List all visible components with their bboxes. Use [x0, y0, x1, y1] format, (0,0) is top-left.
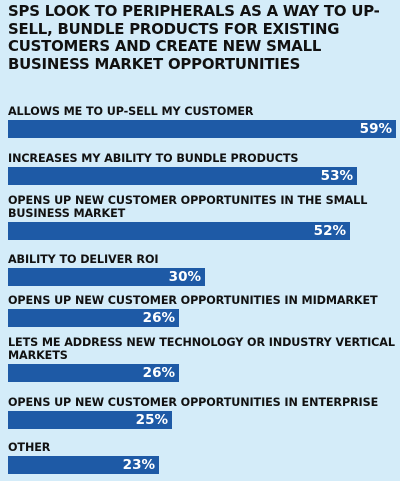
bar-value-label: 23% — [122, 457, 155, 473]
category-label: ABILITY TO DELIVER ROI — [8, 253, 159, 266]
bar: 26% — [8, 309, 179, 327]
bar-value-label: 26% — [142, 365, 175, 381]
category-label: OPENS UP NEW CUSTOMER OPPORTUNITIES IN M… — [8, 294, 378, 307]
category-label: OPENS UP NEW CUSTOMER OPPORTUNITIES IN E… — [8, 396, 379, 409]
category-label: OPENS UP NEW CUSTOMER OPPORTUNITES IN TH… — [8, 194, 368, 220]
chart-title: SPS LOOK TO PERIPHERALS AS A WAY TO UP-S… — [8, 2, 380, 73]
category-label: OTHER — [8, 441, 51, 454]
bar-value-label: 30% — [168, 269, 201, 285]
bar: 25% — [8, 411, 172, 429]
category-label: ALLOWS ME TO UP-SELL MY CUSTOMER — [8, 105, 254, 118]
bar: 23% — [8, 456, 159, 474]
bar-value-label: 52% — [313, 223, 346, 239]
bar: 59% — [8, 120, 396, 138]
category-label: INCREASES MY ABILITY TO BUNDLE PRODUCTS — [8, 152, 299, 165]
bar-value-label: 26% — [142, 310, 175, 326]
bar: 26% — [8, 364, 179, 382]
bar-value-label: 53% — [320, 168, 353, 184]
bar: 52% — [8, 222, 350, 240]
bar: 30% — [8, 268, 205, 286]
bar-value-label: 59% — [359, 121, 392, 137]
bar: 53% — [8, 167, 357, 185]
category-label: LETS ME ADDRESS NEW TECHNOLOGY OR INDUST… — [8, 336, 395, 362]
bar-value-label: 25% — [135, 412, 168, 428]
